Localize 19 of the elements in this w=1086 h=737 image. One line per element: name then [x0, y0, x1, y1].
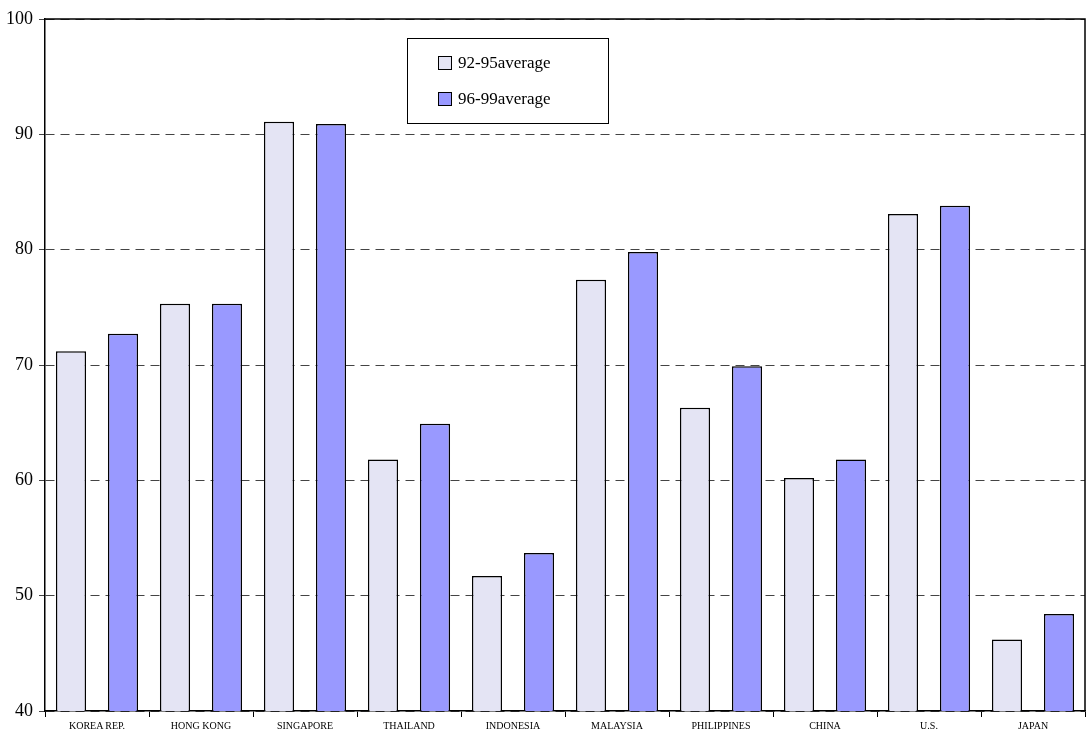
- x-tick-label: KOREA REP.: [68, 719, 126, 731]
- y-tick-label: 80: [15, 238, 33, 259]
- y-tick-label: 90: [15, 123, 33, 144]
- legend-label: 92-95average: [458, 53, 551, 73]
- x-tick-label: INDONESIA: [485, 719, 541, 731]
- x-tick-label: MALAYSIA: [591, 719, 644, 731]
- y-tick-label: 40: [15, 699, 33, 720]
- legend-label: 96-99average: [458, 89, 551, 109]
- x-tick-label: THAILAND: [383, 719, 435, 731]
- y-tick-label: 60: [15, 469, 33, 490]
- x-tick-label: U.S.: [920, 719, 938, 731]
- x-tick-label: PHILIPPINES: [691, 719, 751, 731]
- x-tick-label: SINGAPORE: [276, 719, 334, 731]
- x-tick-label: HONG KONG: [170, 719, 232, 731]
- x-tick-label: JAPAN: [1017, 719, 1049, 731]
- x-tick-label: CHINA: [809, 719, 842, 731]
- y-tick-label: 70: [15, 353, 33, 374]
- y-tick-label: 50: [15, 584, 33, 605]
- y-tick-label: 100: [6, 7, 33, 28]
